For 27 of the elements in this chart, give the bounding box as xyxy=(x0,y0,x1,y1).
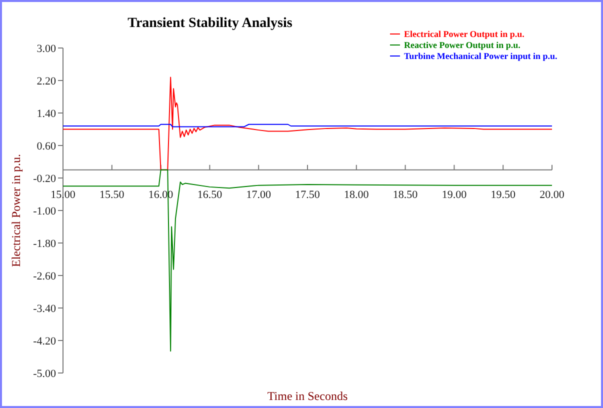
y-tick-label: -1.00 xyxy=(33,206,56,218)
y-tick-label: -4.20 xyxy=(33,336,56,348)
x-axis-title: Time in Seconds xyxy=(267,389,348,403)
line-series xyxy=(62,76,552,170)
x-tick-label: 17.00 xyxy=(246,188,272,201)
y-tick-label: -3.40 xyxy=(33,303,56,315)
x-tick-label: 16.50 xyxy=(197,188,223,201)
y-tick-label: 3.00 xyxy=(36,43,56,55)
y-tick-label: -5.00 xyxy=(33,368,56,380)
x-tick-label: 18.00 xyxy=(344,188,370,201)
x-tick-label: 19.50 xyxy=(490,188,516,201)
x-tick-label: 18.50 xyxy=(392,188,418,201)
x-tick-label: 19.00 xyxy=(442,188,468,201)
legend-label: Reactive Power Output in p.u. xyxy=(404,40,520,50)
x-tick-label: 20.00 xyxy=(540,188,565,201)
y-axis-title: Electrical Power in p.u. xyxy=(9,154,23,267)
x-tick-label: 15.50 xyxy=(100,188,125,201)
legend-label: Electrical Power Output in p.u. xyxy=(404,29,524,39)
chart-title: Transient Stability Analysis xyxy=(128,16,293,31)
y-tick-label: -0.20 xyxy=(33,173,56,185)
y-tick-label: 1.40 xyxy=(36,108,56,120)
y-tick-label: -1.80 xyxy=(33,238,56,250)
x-tick-label: 17.50 xyxy=(295,188,320,201)
y-tick-label: 0.60 xyxy=(36,140,56,152)
y-tick-label: 2.20 xyxy=(36,76,56,88)
legend-label: Turbine Mechanical Power input in p.u. xyxy=(404,51,558,61)
y-tick-label: -2.60 xyxy=(33,270,56,282)
